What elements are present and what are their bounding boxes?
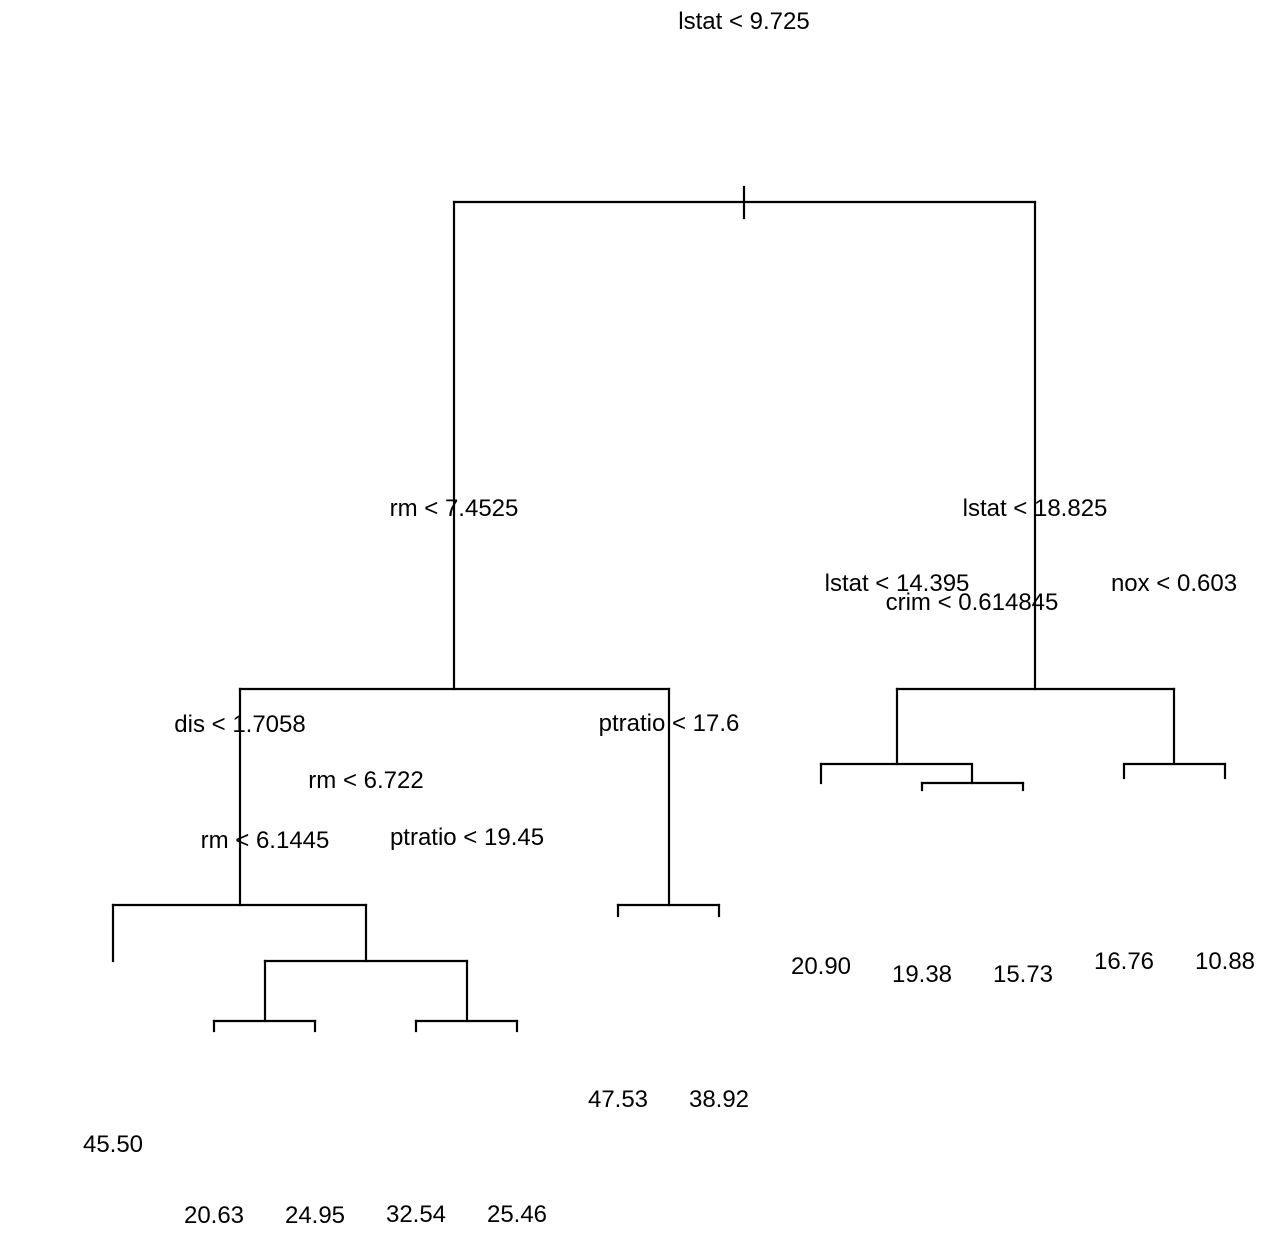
split-label-lstat-14-395: lstat < 14.395 xyxy=(825,570,970,597)
leaf-value-25-46: 25.46 xyxy=(487,1201,547,1228)
leaf-value-32-54: 32.54 xyxy=(386,1201,446,1228)
leaf-value-10-88: 10.88 xyxy=(1195,948,1255,975)
split-label-nox-0-603: nox < 0.603 xyxy=(1111,570,1237,597)
leaf-value-15-73: 15.73 xyxy=(993,961,1053,988)
split-label-ptratio-19-45: ptratio < 19.45 xyxy=(390,824,544,851)
split-label-rm-6-722: rm < 6.722 xyxy=(308,767,423,794)
split-label-root: lstat < 9.725 xyxy=(678,8,809,35)
split-label-ptratio-17-6: ptratio < 17.6 xyxy=(599,710,740,737)
leaf-value-45-50: 45.50 xyxy=(83,1131,143,1158)
split-label-dis-1-7058: dis < 1.7058 xyxy=(174,711,305,738)
tree-edges xyxy=(111,185,1227,1033)
split-label-rm-7-4525: rm < 7.4525 xyxy=(390,495,519,522)
leaf-value-20-63: 20.63 xyxy=(184,1202,244,1229)
split-label-rm-6-1445: rm < 6.1445 xyxy=(201,827,330,854)
split-label-lstat-18-825: lstat < 18.825 xyxy=(963,495,1108,522)
split-label-crim-0-614845: crim < 0.614845 xyxy=(886,589,1059,616)
leaf-value-38-92: 38.92 xyxy=(689,1086,749,1113)
leaf-value-20-90: 20.90 xyxy=(791,953,851,980)
leaf-value-19-38: 19.38 xyxy=(892,961,952,988)
leaf-value-47-53: 47.53 xyxy=(588,1086,648,1113)
tree-labels: lstat < 9.725 rm < 7.4525 lstat < 18.825… xyxy=(83,8,1255,1229)
leaf-value-24-95: 24.95 xyxy=(285,1202,345,1229)
leaf-value-16-76: 16.76 xyxy=(1094,948,1154,975)
